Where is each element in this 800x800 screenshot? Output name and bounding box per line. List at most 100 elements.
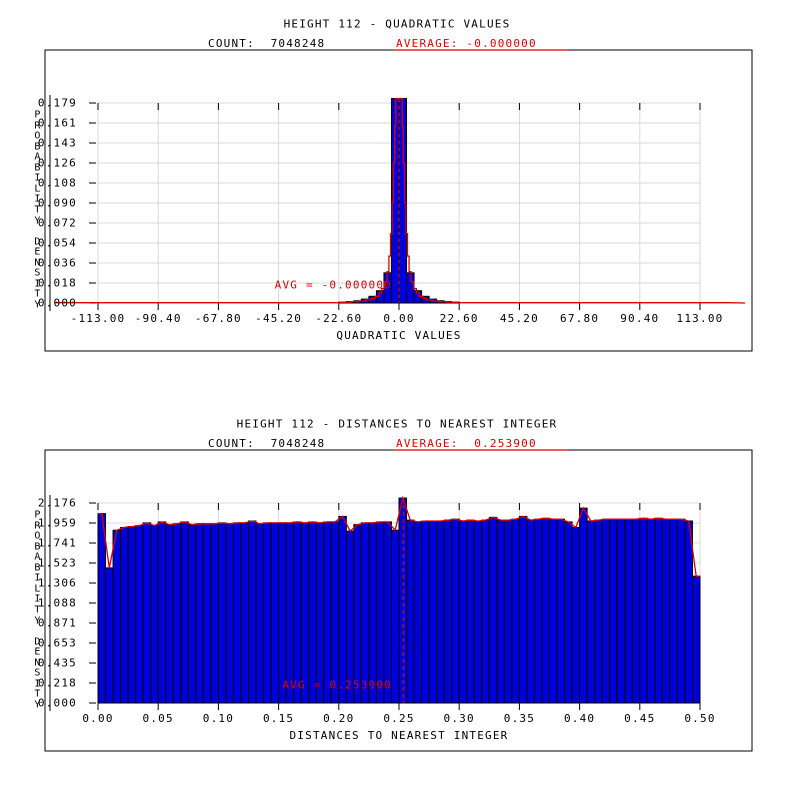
- y-axis-title-char: S: [34, 667, 42, 679]
- histogram-bar: [661, 518, 671, 704]
- histogram-bar: [541, 517, 551, 704]
- histogram-bar: [458, 520, 468, 704]
- histogram-bar: [157, 521, 167, 704]
- histogram-bar: [691, 575, 701, 704]
- histogram-bar: [263, 522, 272, 704]
- histogram-bar: [315, 522, 325, 704]
- y-tick-label: 1.959: [37, 516, 77, 530]
- histogram-bar: [496, 519, 505, 704]
- histogram-bar: [338, 515, 347, 704]
- histogram-bar: [443, 519, 453, 704]
- histogram-bar: [511, 518, 520, 704]
- y-axis-title-char: R: [34, 120, 42, 132]
- histogram-bar: [451, 518, 460, 704]
- histogram-bar: [549, 518, 558, 704]
- avg-annotation: AVG = 0.253900: [282, 678, 392, 692]
- avg-annotation: AVG = -0.000000: [274, 278, 392, 292]
- x-axis-title: QUADRATIC VALUES: [336, 329, 462, 342]
- histogram-bar: [278, 522, 287, 704]
- y-axis-title-char: N: [34, 257, 42, 269]
- y-axis-title-char: S: [34, 267, 42, 279]
- y-axis-title-char: L: [34, 583, 42, 595]
- histogram-bar: [300, 522, 310, 704]
- histogram-bar: [503, 519, 513, 704]
- histogram-bar: [398, 497, 408, 704]
- histogram-bar: [308, 521, 317, 704]
- x-tick-label: 0.40: [563, 712, 596, 725]
- y-axis-title-char: I: [34, 193, 42, 205]
- y-axis-title-char: [34, 626, 41, 637]
- y-tick-label: 0.179: [37, 96, 77, 110]
- y-axis-title-char: Y: [34, 299, 42, 311]
- y-tick-label: 0.161: [37, 116, 77, 130]
- histogram-bar: [676, 518, 686, 704]
- y-tick-label: 0.435: [37, 656, 77, 670]
- y-axis-title-char: Y: [34, 699, 42, 711]
- histogram-bar: [172, 523, 182, 704]
- histogram-bar: [375, 521, 385, 704]
- count-label: COUNT: 7048248: [208, 437, 326, 450]
- x-axis-title: DISTANCES TO NEAREST INTEGER: [289, 729, 509, 742]
- histogram-bar: [390, 529, 400, 704]
- y-axis-title-char: B: [34, 541, 42, 553]
- histogram-bar: [571, 526, 581, 704]
- histogram-bar: [488, 516, 498, 704]
- y-axis-title-char: I: [34, 593, 42, 605]
- histogram-bar: [684, 520, 693, 704]
- y-tick-label: 1.523: [37, 556, 77, 570]
- histogram-bar: [323, 521, 332, 704]
- y-axis-title-char: A: [34, 551, 42, 563]
- y-axis-title-char: L: [34, 183, 42, 195]
- y-tick-label: 1.741: [37, 536, 77, 550]
- x-tick-label: 90.40: [620, 312, 660, 325]
- histogram-bar: [112, 529, 122, 704]
- histogram-bar: [345, 530, 355, 704]
- histogram-bar: [217, 522, 227, 704]
- histogram-bar: [406, 272, 415, 304]
- y-axis-title-char: T: [34, 688, 42, 700]
- histogram-bar: [202, 523, 212, 704]
- y-tick-label: 0.090: [37, 196, 77, 210]
- average-label: AVERAGE: -0.000000: [396, 37, 537, 50]
- y-axis-title-char: [34, 226, 41, 237]
- y-axis-title-char: B: [34, 562, 42, 574]
- histogram-bar: [556, 518, 566, 704]
- y-tick-label: 0.653: [37, 636, 77, 650]
- x-tick-label: 0.30: [443, 712, 475, 725]
- histogram-bar: [180, 521, 189, 704]
- x-tick-label: 0.25: [383, 712, 415, 725]
- histogram-bar: [579, 507, 588, 704]
- y-axis-title-char: I: [34, 678, 42, 690]
- y-axis-title-char: D: [34, 636, 42, 648]
- x-tick-label: -90.40: [134, 312, 182, 325]
- nearest-integer-distances-chart: HEIGHT 112 - DISTANCES TO NEAREST INTEGE…: [0, 400, 800, 800]
- y-axis-title-char: B: [34, 141, 42, 153]
- y-axis-title-char: P: [34, 109, 42, 121]
- histogram-bar: [406, 519, 415, 704]
- density-curve: [98, 495, 700, 577]
- histogram-bar: [631, 518, 641, 704]
- histogram-bar: [105, 567, 114, 704]
- y-axis-title-char: E: [34, 246, 42, 258]
- histogram-bar: [383, 521, 392, 704]
- count-label: COUNT: 7048248: [208, 37, 326, 50]
- histogram-bar: [225, 523, 234, 704]
- histogram-bar: [526, 519, 535, 704]
- histogram-bar: [240, 522, 250, 704]
- histogram-bar: [285, 522, 295, 704]
- x-tick-label: 0.00: [383, 312, 415, 325]
- histogram-bar: [142, 522, 152, 704]
- histogram-bar: [165, 524, 174, 704]
- histogram-bar: [255, 523, 265, 704]
- histogram-bar: [150, 525, 159, 704]
- x-tick-label: 45.20: [499, 312, 539, 325]
- y-axis-title-char: O: [34, 530, 42, 542]
- histogram-bar: [368, 522, 377, 704]
- y-axis-title-char: I: [34, 172, 42, 184]
- x-tick-label: 0.15: [262, 712, 295, 725]
- histogram-bar: [564, 521, 573, 704]
- histogram-bar: [413, 521, 423, 704]
- y-tick-label: 0.108: [37, 176, 77, 190]
- histogram-bar: [481, 519, 490, 704]
- chart-title: HEIGHT 112 - QUADRATIC VALUES: [283, 17, 511, 31]
